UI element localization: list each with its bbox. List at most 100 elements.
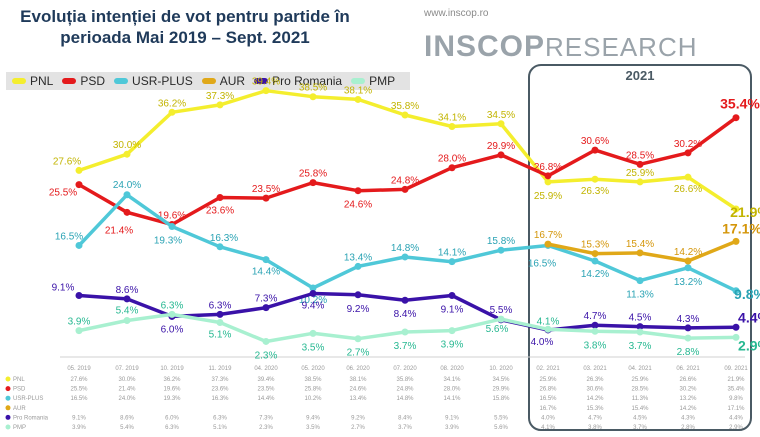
data-point-pmp bbox=[544, 325, 552, 333]
data-label-pro-romania: 7.3% bbox=[255, 294, 278, 305]
data-label-usr-plus: 10.2% bbox=[299, 295, 327, 306]
data-label-pnl: 38.5% bbox=[299, 83, 327, 94]
x-tick-label: 04. 2021 bbox=[628, 366, 652, 372]
data-label-pnl: 35.8% bbox=[391, 101, 419, 112]
table-cell: 30.6% bbox=[586, 387, 604, 393]
chart-title: Evoluția intenției de vot pentru partide… bbox=[0, 6, 370, 48]
data-label-psd: 30.6% bbox=[581, 136, 609, 147]
data-label-usr-plus: 11.3% bbox=[626, 290, 654, 301]
legend-item-usr-plus: USR-PLUS bbox=[114, 74, 193, 88]
data-point-pmp bbox=[75, 327, 83, 335]
brand-name-light: RESEARCH bbox=[545, 32, 698, 62]
legend-label: USR-PLUS bbox=[132, 74, 193, 88]
x-tick-label: 03. 2021 bbox=[583, 366, 607, 372]
table-cell: 6.0% bbox=[165, 415, 179, 421]
table-cell: 4.3% bbox=[681, 415, 695, 421]
table-cell: 28.5% bbox=[631, 387, 649, 393]
data-label-pmp: 2.8% bbox=[677, 347, 700, 358]
table-row-swatch-pro-romania bbox=[5, 414, 11, 420]
data-point-usr-plus bbox=[448, 258, 456, 266]
data-label-pro-romania: 4.5% bbox=[629, 313, 652, 324]
data-label-psd: 28.5% bbox=[626, 150, 654, 161]
table-cell: 14.1% bbox=[443, 396, 461, 402]
data-point-psd bbox=[497, 151, 505, 159]
data-label-pmp: 5.6% bbox=[486, 324, 509, 335]
data-label-usr-plus: 16.5% bbox=[55, 231, 83, 242]
data-point-psd bbox=[732, 114, 740, 122]
table-cell: 5.1% bbox=[213, 425, 227, 431]
data-label-psd: 21.4% bbox=[105, 225, 133, 236]
data-label-psd: 19.6% bbox=[158, 211, 186, 222]
table-cell: 14.4% bbox=[257, 396, 275, 402]
data-point-pnl bbox=[497, 120, 505, 128]
table-cell: 3.7% bbox=[398, 425, 412, 431]
table-cell: 9.2% bbox=[351, 415, 365, 421]
data-point-usr-plus bbox=[168, 223, 176, 231]
legend-swatch bbox=[351, 78, 366, 84]
data-label-usr-plus: 13.4% bbox=[344, 252, 372, 263]
chart-title-line2: perioada Mai 2019 – Sept. 2021 bbox=[60, 28, 310, 47]
data-point-pmp bbox=[216, 319, 224, 327]
table-cell: 14.2% bbox=[679, 406, 697, 412]
table-row-swatch-usr-plus bbox=[5, 395, 11, 401]
table-cell: 13.2% bbox=[679, 396, 697, 402]
data-point-pro-romania bbox=[262, 304, 270, 312]
table-cell: 11.3% bbox=[632, 396, 649, 402]
data-label-psd: 30.2% bbox=[674, 139, 702, 150]
table-cell: 3.8% bbox=[588, 425, 602, 431]
table-cell: 25.8% bbox=[304, 387, 322, 393]
data-point-pnl bbox=[216, 101, 224, 109]
data-label-pro-romania: 4.7% bbox=[584, 311, 607, 322]
table-row-name-pro-romania: Pro Romania bbox=[13, 415, 49, 421]
table-cell: 21.9% bbox=[727, 377, 745, 383]
table-cell: 30.2% bbox=[679, 387, 697, 393]
x-tick-label: 10. 2019 bbox=[160, 366, 184, 372]
table-cell: 3.9% bbox=[72, 425, 86, 431]
table-cell: 25.5% bbox=[70, 387, 88, 393]
data-point-usr-plus bbox=[684, 264, 692, 272]
data-label-psd: 24.8% bbox=[391, 175, 419, 186]
data-label-pro-romania: 6.0% bbox=[161, 324, 184, 335]
data-label-aur: 16.7% bbox=[534, 230, 562, 241]
x-tick-label: 08. 2020 bbox=[440, 366, 464, 372]
table-row-name-pnl: PNL bbox=[13, 377, 25, 383]
data-label-usr-plus: 16.5% bbox=[528, 258, 556, 269]
data-label-psd: 25.5% bbox=[49, 188, 77, 199]
table-cell: 16.5% bbox=[539, 396, 557, 402]
data-point-pro-romania bbox=[591, 321, 599, 329]
data-label-pmp: 5.1% bbox=[209, 330, 232, 341]
data-point-pnl bbox=[75, 166, 83, 174]
data-point-pmp bbox=[684, 334, 692, 342]
data-label-pro-romania: 4.4% bbox=[738, 309, 760, 325]
data-point-pro-romania bbox=[354, 291, 362, 299]
data-point-pmp bbox=[309, 329, 317, 337]
legend-item-pnl: PNL bbox=[12, 74, 53, 88]
table-row-name-usr-plus: USR-PLUS bbox=[13, 396, 43, 402]
chart-title-line1: Evoluția intenției de vot pentru partide… bbox=[20, 7, 350, 26]
data-label-pmp: 3.9% bbox=[68, 317, 91, 328]
data-point-psd bbox=[544, 172, 552, 180]
data-label-pnl: 39.4% bbox=[252, 77, 280, 88]
x-tick-label: 07. 2019 bbox=[115, 366, 139, 372]
data-label-psd: 25.8% bbox=[299, 169, 327, 180]
data-label-pnl: 27.6% bbox=[53, 156, 81, 167]
table-cell: 27.6% bbox=[70, 377, 88, 383]
data-point-usr-plus bbox=[636, 277, 644, 285]
data-point-psd bbox=[75, 181, 83, 189]
data-label-usr-plus: 24.0% bbox=[113, 180, 141, 191]
legend-label: PSD bbox=[80, 74, 106, 88]
table-cell: 4.7% bbox=[588, 415, 602, 421]
table-cell: 16.7% bbox=[539, 406, 557, 412]
data-point-pmp bbox=[497, 315, 505, 323]
data-point-pmp bbox=[123, 316, 131, 324]
table-cell: 17.1% bbox=[727, 406, 745, 412]
legend-swatch bbox=[62, 78, 77, 84]
data-label-pmp: 6.3% bbox=[161, 300, 184, 311]
table-cell: 16.5% bbox=[70, 396, 88, 402]
data-label-pro-romania: 8.4% bbox=[394, 309, 417, 320]
table-cell: 9.8% bbox=[729, 396, 743, 402]
table-cell: 39.4% bbox=[257, 377, 275, 383]
data-point-pnl bbox=[544, 178, 552, 186]
data-point-pro-romania bbox=[309, 289, 317, 297]
data-point-usr-plus bbox=[497, 246, 505, 254]
